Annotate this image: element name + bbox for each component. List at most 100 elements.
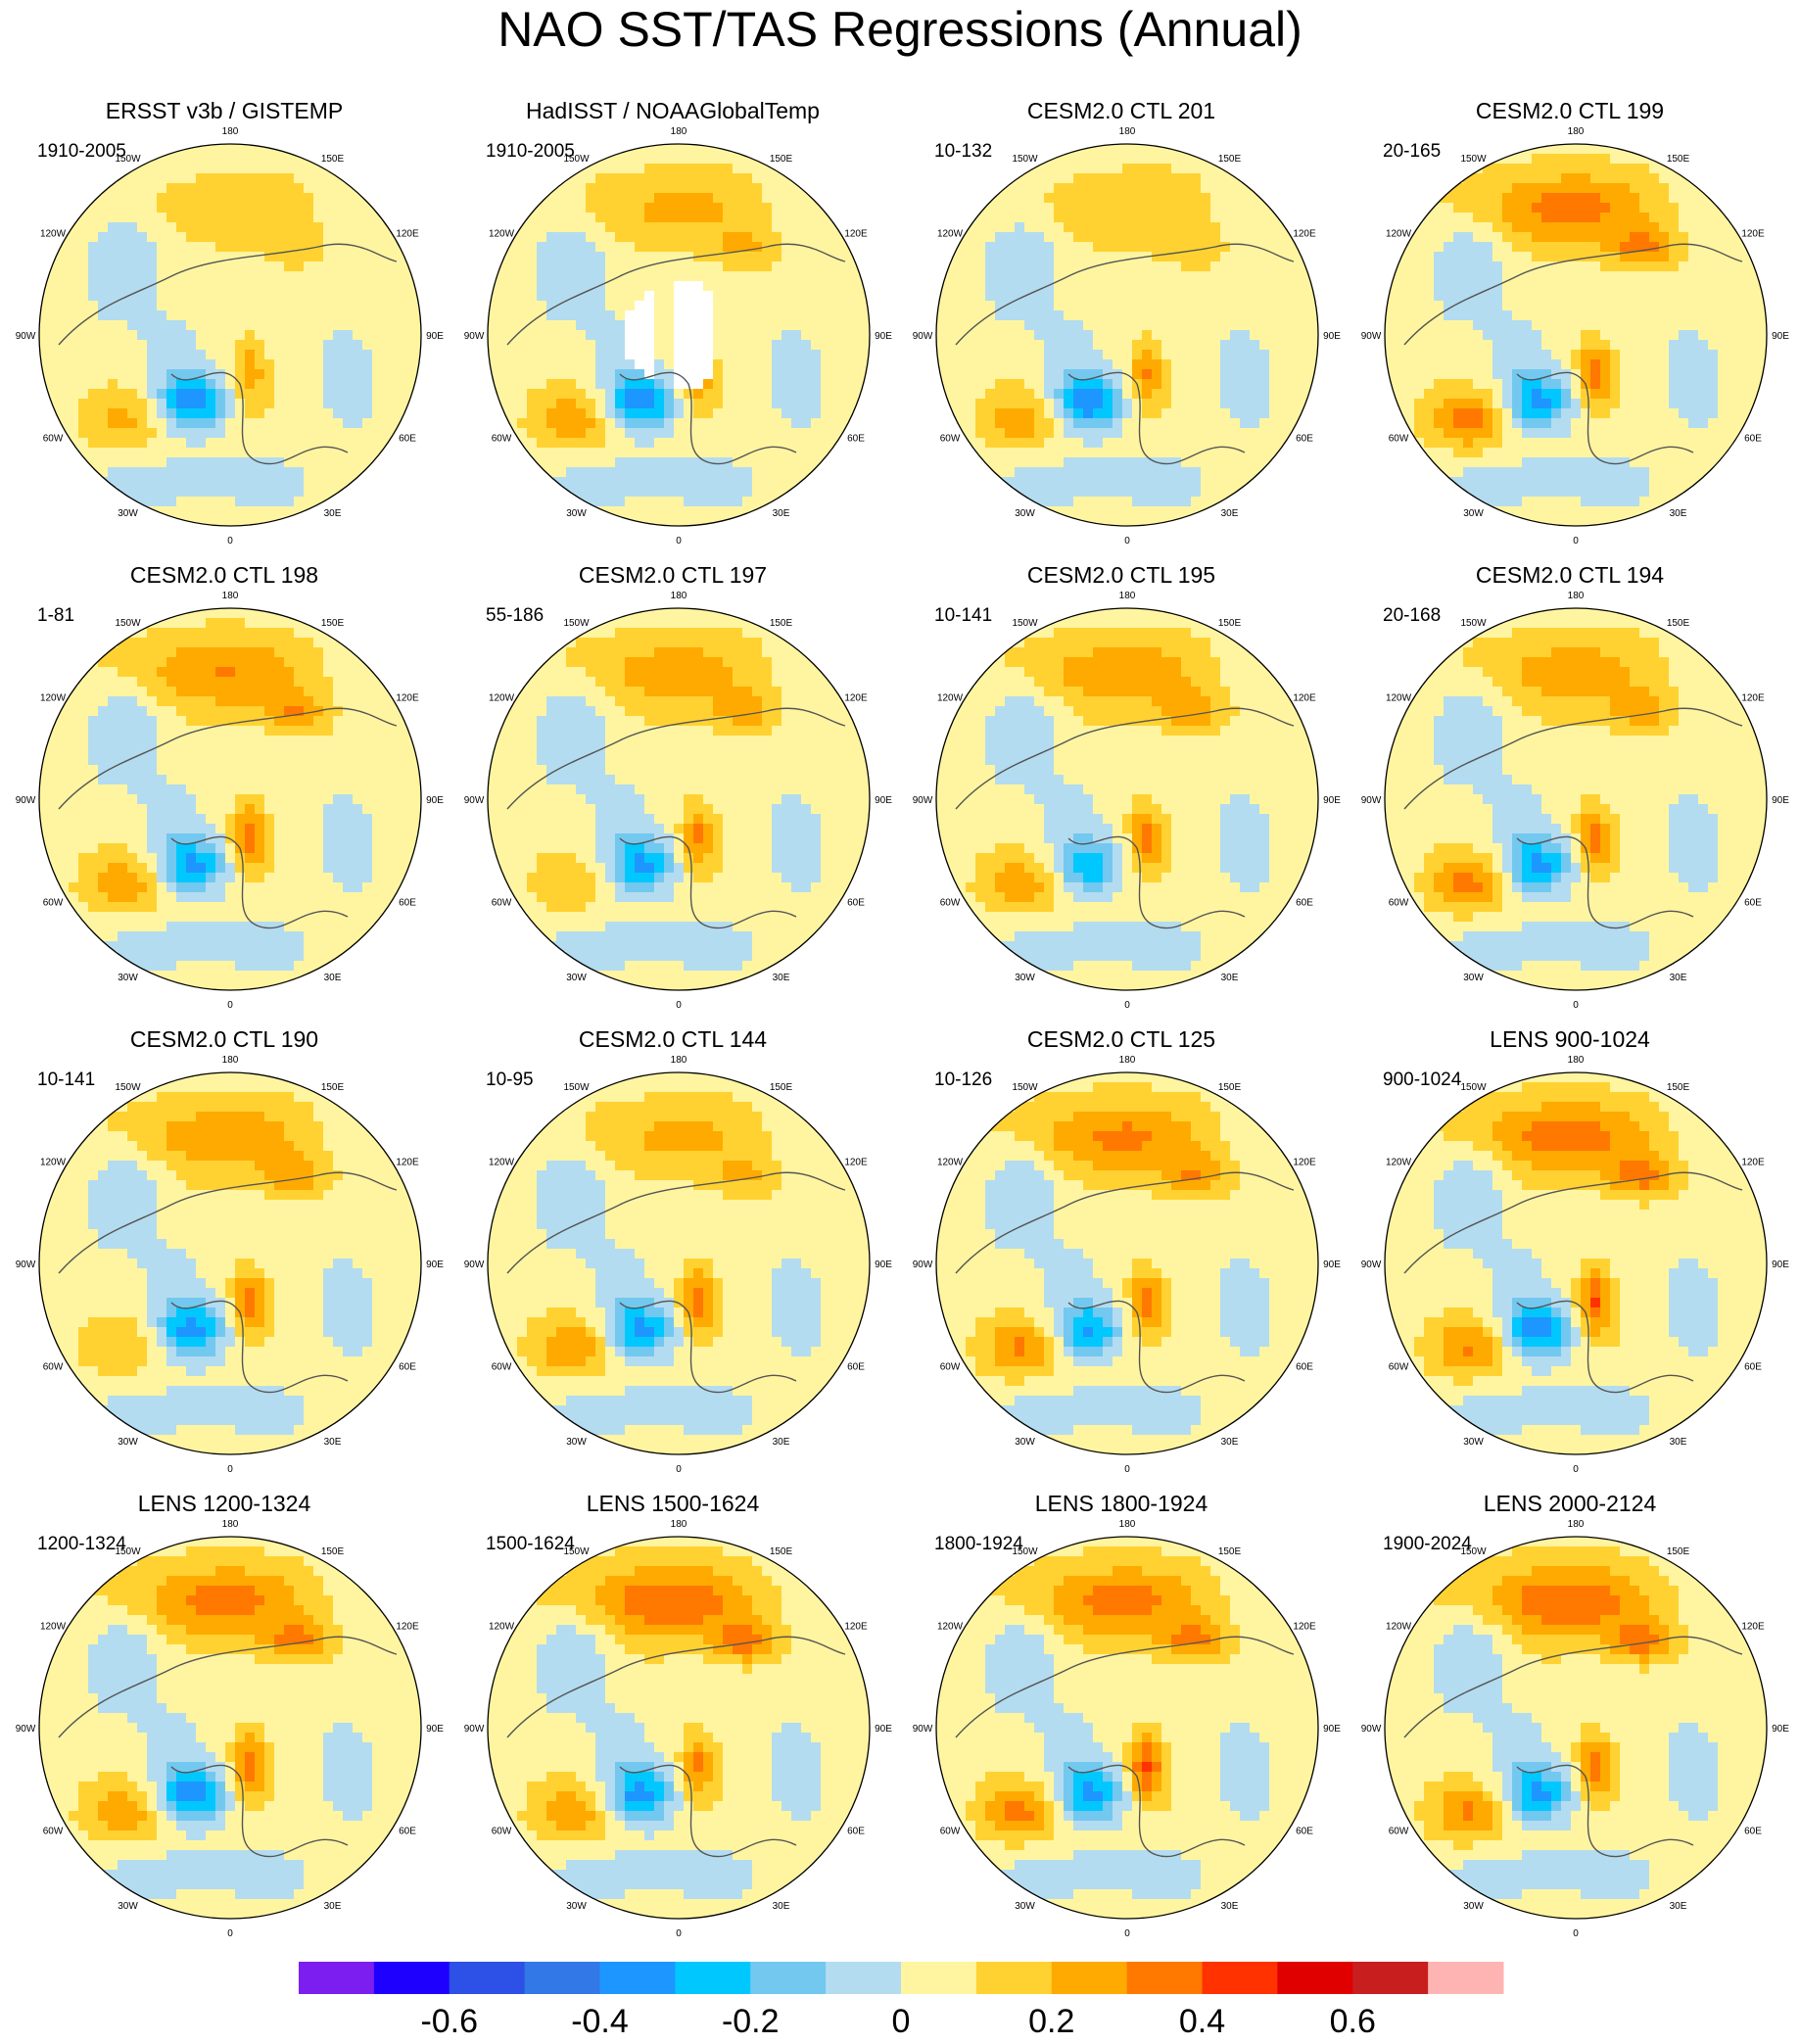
field-cell <box>791 408 802 419</box>
field-cell <box>713 350 724 360</box>
field-cell <box>1453 418 1464 429</box>
field-cell <box>1113 232 1123 243</box>
field-cell <box>1522 232 1533 243</box>
field-cell <box>1679 340 1689 351</box>
field-cell <box>586 369 596 380</box>
field-cell <box>995 222 1006 233</box>
field-cell <box>235 164 246 174</box>
field-cell <box>615 457 626 468</box>
field-cell <box>772 173 782 184</box>
field-cell <box>215 330 226 341</box>
field-cell <box>1600 164 1611 174</box>
field-cell <box>1142 418 1153 429</box>
field-cell <box>225 359 236 370</box>
field-cell <box>88 379 99 390</box>
field-cell <box>625 213 636 223</box>
field-cell <box>166 164 177 174</box>
field-cell <box>294 281 305 292</box>
field-cell <box>1610 193 1621 204</box>
field-cell <box>108 183 118 194</box>
field-cell <box>1073 340 1084 351</box>
field-cell <box>1698 261 1709 272</box>
field-cell <box>1113 183 1123 194</box>
field-cell <box>595 173 606 184</box>
field-cell <box>245 389 256 400</box>
field-cell <box>1453 261 1464 272</box>
field-cell <box>644 183 655 194</box>
field-cell <box>1201 291 1211 302</box>
field-cell <box>1093 242 1104 253</box>
field-cell <box>1259 350 1270 360</box>
field-cell <box>137 497 148 507</box>
field-cell <box>966 359 976 370</box>
field-cell <box>313 340 324 351</box>
field-cell <box>1600 291 1611 302</box>
field-cell <box>264 487 275 498</box>
field-cell <box>1191 497 1202 507</box>
field-cell <box>1600 428 1611 439</box>
field-cell <box>1610 487 1621 498</box>
field-cell <box>644 428 655 439</box>
field-cell <box>1220 252 1231 262</box>
field-cell <box>1512 213 1523 223</box>
field-cell <box>1492 457 1503 468</box>
field-cell <box>586 173 596 184</box>
field-cell <box>157 438 167 449</box>
field-cell <box>635 477 645 488</box>
field-cell <box>1064 340 1074 351</box>
field-cell <box>78 448 89 458</box>
field-cell <box>166 340 177 351</box>
field-cell <box>1620 477 1631 488</box>
field-cell <box>752 389 763 400</box>
field-cell <box>196 164 207 174</box>
field-cell <box>1659 213 1670 223</box>
field-cell <box>693 330 704 341</box>
polar-map: 1910-2005180150E120E90E60E30E030W60W90W1… <box>464 126 893 547</box>
field-cell <box>791 477 802 488</box>
field-cell <box>1551 379 1562 390</box>
field-cell <box>1522 301 1533 311</box>
field-cell <box>1171 369 1182 380</box>
field-cell <box>1522 213 1533 223</box>
field-cell <box>840 418 851 429</box>
field-cell <box>264 154 275 165</box>
field-cell <box>333 310 344 321</box>
field-cell <box>1688 379 1699 390</box>
field-cell <box>1679 350 1689 360</box>
field-cell <box>372 222 383 233</box>
field-cell <box>556 389 567 400</box>
field-cell <box>362 350 373 360</box>
field-cell <box>1630 261 1640 272</box>
field-cell <box>88 340 99 351</box>
field-cell <box>313 399 324 409</box>
field-cell <box>245 144 256 155</box>
field-cell <box>625 487 636 498</box>
field-cell <box>1473 428 1484 439</box>
field-cell <box>1728 320 1738 331</box>
field-cell <box>527 232 538 243</box>
field-cell <box>1181 487 1192 498</box>
field-cell <box>1220 359 1231 370</box>
field-cell <box>304 340 314 351</box>
field-cell <box>264 516 275 526</box>
field-cell <box>1181 369 1192 380</box>
field-cell <box>1473 389 1484 400</box>
field-cell <box>1005 232 1016 243</box>
field-cell <box>752 281 763 292</box>
field-cell <box>245 281 256 292</box>
field-cell <box>782 222 792 233</box>
field-cell <box>762 408 773 419</box>
field-cell <box>1220 340 1231 351</box>
field-cell <box>566 183 577 194</box>
field-cell <box>762 477 773 488</box>
field-cell <box>605 183 616 194</box>
field-cell <box>196 497 207 507</box>
field-cell <box>78 330 89 341</box>
field-cell <box>1502 281 1513 292</box>
field-cell <box>1708 359 1719 370</box>
field-cell <box>1404 340 1415 351</box>
field-cell <box>1191 369 1202 380</box>
field-cell <box>313 428 324 439</box>
field-cell <box>255 497 265 507</box>
field-cell <box>635 330 645 341</box>
